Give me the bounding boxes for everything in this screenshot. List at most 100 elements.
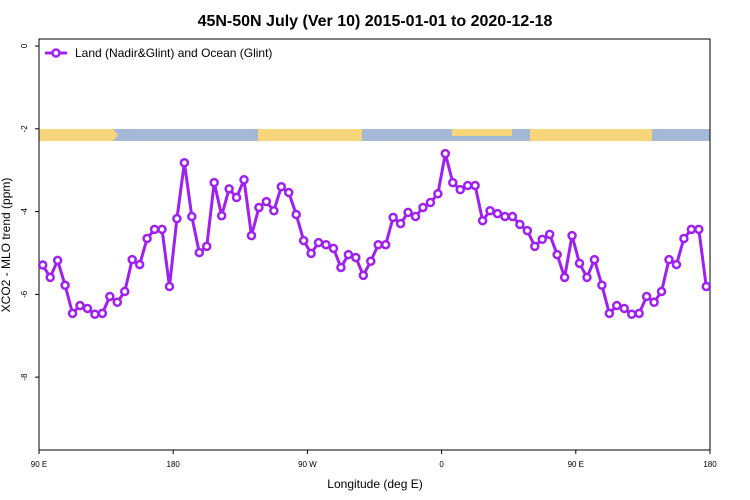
data-point [515, 219, 525, 230]
data-point [448, 177, 458, 188]
data-point [679, 233, 689, 244]
data-point [313, 237, 324, 248]
data-point [216, 210, 227, 221]
data-point [343, 249, 354, 260]
data-point [231, 192, 242, 203]
data-point [157, 224, 167, 235]
data-point [612, 300, 622, 311]
data-point [194, 247, 205, 258]
data-point [97, 308, 108, 319]
y-tick-label: -4 [20, 207, 29, 215]
data-point [172, 213, 182, 224]
data-point [202, 241, 212, 252]
data-point [321, 239, 331, 250]
data-point [254, 202, 264, 213]
data-point [671, 259, 682, 270]
data-point [112, 297, 123, 307]
data-point [440, 148, 451, 159]
data-point [328, 243, 339, 254]
data-point [246, 230, 257, 241]
data-point [418, 202, 428, 213]
data-point [119, 286, 130, 297]
data-point [336, 262, 346, 273]
data-point [626, 309, 637, 319]
data-point [477, 215, 488, 226]
data-point [462, 180, 473, 191]
data-point [552, 249, 562, 260]
data-point [619, 303, 630, 314]
y-tick-label: -2 [20, 125, 29, 133]
data-point [664, 254, 674, 265]
x-tick-label: 180 [703, 460, 717, 469]
x-tick-label: 90 E [31, 460, 47, 469]
data-point [209, 177, 219, 188]
data-point [641, 291, 652, 302]
data-point [656, 286, 667, 297]
data-point [149, 224, 160, 235]
data-point [380, 239, 391, 250]
data-point [224, 184, 234, 194]
data-point [500, 211, 510, 222]
data-point [597, 280, 607, 291]
data-point [187, 211, 197, 222]
data-point [373, 239, 383, 250]
x-tick-label: 90 E [568, 460, 584, 469]
x-axis-label: Longitude (deg E) [327, 477, 422, 491]
data-point [634, 308, 644, 319]
data-point [604, 308, 615, 319]
data-point [574, 258, 585, 269]
data-point [485, 206, 495, 216]
data-point [582, 272, 592, 283]
data-point [649, 297, 659, 307]
legend-marker [51, 48, 61, 58]
data-point [306, 248, 316, 259]
y-tick-label: -6 [20, 290, 29, 298]
data-point [75, 300, 85, 311]
data-point [395, 218, 406, 229]
data-point [134, 259, 145, 270]
data-point [37, 260, 48, 270]
data-point [433, 189, 443, 199]
data-point [67, 308, 78, 319]
series-line [41, 153, 708, 317]
y-tick-label: 0 [20, 43, 29, 48]
data-point [537, 234, 547, 245]
x-tick-label: 0 [439, 460, 444, 469]
data-point [127, 254, 137, 265]
x-tick-label: 90 W [298, 460, 317, 469]
data-point [298, 235, 309, 246]
data-point [492, 208, 503, 219]
data-point [142, 233, 152, 244]
data-point [544, 229, 555, 240]
chart-title: 45N-50N July (Ver 10) 2015-01-01 to 2020… [198, 13, 553, 30]
data-point [366, 256, 376, 267]
data-point [82, 303, 93, 314]
data-point [291, 209, 301, 220]
data-point [358, 270, 369, 281]
data-point [261, 196, 272, 207]
data-point [52, 255, 63, 266]
data-point [179, 158, 190, 168]
data-point [522, 225, 533, 236]
data-point [90, 309, 100, 319]
data-point [507, 211, 518, 222]
plot-frame [38, 38, 711, 451]
legend-label: Land (Nadir&Glint) and Ocean (Glint) [75, 46, 272, 60]
data-point [530, 241, 540, 252]
data-point [164, 281, 175, 292]
data-point [239, 174, 249, 185]
data-point [470, 180, 480, 191]
data-point [559, 272, 570, 283]
data-point [403, 207, 413, 218]
data-point [410, 211, 421, 222]
data-point [45, 272, 55, 283]
data-point [425, 197, 436, 208]
map-strip [39, 129, 710, 141]
data-point [105, 291, 115, 302]
data-point [567, 230, 577, 241]
data-point [455, 184, 465, 195]
data-point [276, 182, 287, 192]
y-axis-label: XCO2 - MLO trend (ppm) [0, 178, 13, 313]
data-point [701, 281, 712, 292]
